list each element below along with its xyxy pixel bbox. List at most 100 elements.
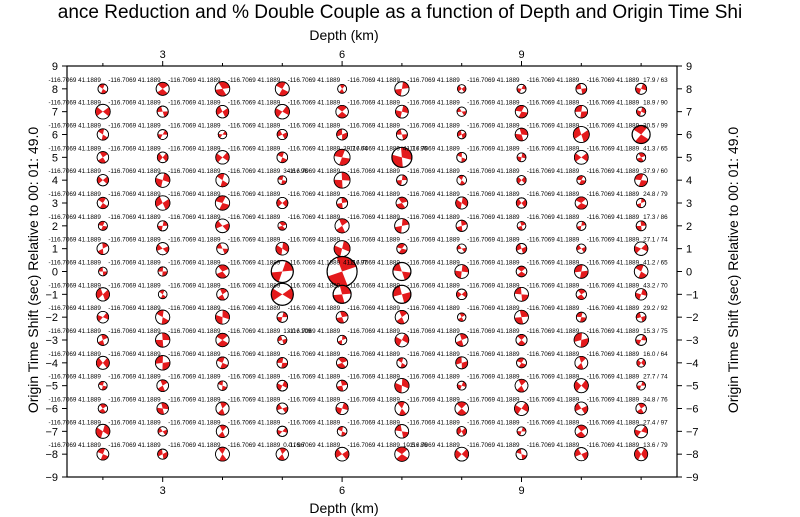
y-tick-label-left: −6 <box>45 404 58 416</box>
mechanism-location-label: -116.7069 41.1889 <box>108 374 161 381</box>
mechanism-location-label: -116.7069 41.1889 <box>108 191 161 198</box>
focal-mechanism-marker <box>394 332 410 348</box>
mechanism-location-label: -116.7069 41.1889 <box>228 351 281 358</box>
mechanism-location-label: -116.7069 41.1889 <box>407 237 460 244</box>
mechanism-location-label: -116.7069 41.1889 <box>108 419 161 426</box>
mechanism-location-label: -116.7069 41.1889 <box>48 374 101 381</box>
mechanism-location-label: -116.7069 41.1889 <box>467 191 520 198</box>
focal-mechanism-marker <box>95 355 110 370</box>
mechanism-location-label: -116.7069 41.1889 <box>467 282 520 289</box>
focal-mechanism-marker <box>156 402 169 415</box>
mechanism-location-label: -116.7069 41.1889 <box>587 374 640 381</box>
mechanism-location-label: -116.7069 41.1889 <box>168 191 221 198</box>
focal-mechanism-marker <box>574 104 589 119</box>
focal-mechanism-marker <box>636 358 646 368</box>
mechanism-location-label: -116.7069 41.1889 <box>288 168 341 175</box>
row-value-label: 13.6 / 79 <box>643 442 668 449</box>
mechanism-location-label: -116.7069 41.1889 <box>168 145 221 152</box>
focal-mechanism-marker <box>276 425 288 437</box>
focal-mechanism-marker <box>336 197 349 209</box>
focal-mechanism-marker <box>392 261 412 282</box>
focal-mechanism-marker <box>456 243 467 254</box>
focal-mechanism-marker <box>333 148 351 166</box>
mechanism-location-label: -116.7069 41.1889 <box>407 442 460 449</box>
mechanism-location-label: -116.7069 41.1889 <box>587 191 640 198</box>
focal-mechanism-marker <box>515 243 528 255</box>
mechanism-location-label: -116.7069 41.1889 <box>228 100 281 107</box>
mechanism-location-label: -116.7069 41.1889 <box>527 77 580 84</box>
focal-mechanism-marker <box>277 175 288 186</box>
mechanism-location-label: -116.7069 41.1889 <box>407 397 460 404</box>
x-tick-label-top: 9 <box>518 49 524 61</box>
mechanism-location-label: -116.7069 41.1889 <box>347 397 400 404</box>
mechanism-location-label: -116.7069 41.1889 <box>467 374 520 381</box>
focal-mechanism-marker <box>336 128 348 141</box>
y-tick-label-right: 5 <box>686 152 692 164</box>
mechanism-location-label: -116.7069 41.1889 <box>288 100 341 107</box>
mechanism-location-label: -116.7069 41.1889 <box>587 328 640 335</box>
focal-mechanism-marker <box>216 288 229 301</box>
mechanism-location-label: -116.7069 41.1889 <box>587 397 640 404</box>
focal-mechanism-marker <box>155 309 171 325</box>
mechanism-location-label: -116.7069 41.1889 <box>407 260 460 267</box>
mechanism-location-label: -116.7069 41.1889 <box>168 168 221 175</box>
mechanism-location-label: -116.7069 41.1889 <box>288 282 341 289</box>
mechanism-location-label: -116.7069 41.1889 <box>587 168 640 175</box>
focal-mechanism-marker <box>636 152 647 163</box>
mechanism-location-label: -116.7069 41.1889 <box>347 123 400 130</box>
focal-mechanism-marker <box>276 128 288 141</box>
focal-mechanism-marker <box>573 150 589 165</box>
focal-mechanism-marker <box>336 356 349 369</box>
focal-mechanism-marker <box>574 196 588 210</box>
mechanism-location-label: -116.7069 41.1889 <box>467 168 520 175</box>
focal-mechanism-marker <box>635 311 647 323</box>
focal-mechanism-marker <box>516 175 527 186</box>
mechanism-location-label: -116.7069 41.1889 <box>527 351 580 358</box>
mechanism-labels: -116.7069 41.1889 -116.7069 41.1889 -116.7… <box>48 77 668 449</box>
mechanism-location-label: -116.7069 41.1889 <box>228 305 281 312</box>
focal-mechanism-marker <box>455 196 469 210</box>
focal-mechanism-marker <box>576 243 587 254</box>
focal-mechanism-marker <box>334 218 350 234</box>
mechanism-location-label: -116.7069 41.1889 <box>108 397 161 404</box>
focal-mechanism-marker <box>635 82 648 95</box>
focal-mechanism-marker <box>156 151 169 164</box>
focal-mechanism-marker <box>454 333 469 347</box>
focal-mechanism-marker <box>394 310 410 325</box>
mechanism-location-label: -116.7069 41.1889 <box>168 397 221 404</box>
mechanism-location-label: -116.7069 41.1889 <box>168 419 221 426</box>
mechanism-location-label: -116.7069 41.1889 <box>228 168 281 175</box>
focal-mechanism-marker <box>636 106 647 117</box>
mechanism-location-label: -116.7069 41.1889 <box>48 282 101 289</box>
y-tick-label-left: 0 <box>52 267 58 279</box>
mechanism-location-label: -116.7069 41.1889 <box>527 191 580 198</box>
mechanism-value-label: 0.0 / 96 <box>283 442 305 449</box>
y-tick-label-right: −1 <box>686 289 699 301</box>
mechanism-location-label: -116.7069 41.1889 <box>288 351 341 358</box>
mechanism-location-label: -116.7069 41.1889 <box>347 100 400 107</box>
mechanism-location-label: -116.7069 41.1889 <box>467 77 520 84</box>
mechanism-location-label: -116.7069 41.1889 <box>48 100 101 107</box>
mechanism-location-label: -116.7069 41.1889 <box>467 351 520 358</box>
focal-mechanism-marker <box>157 448 169 460</box>
x-tick-label-bottom: 9 <box>518 485 524 497</box>
mechanism-location-label: -116.7069 41.1889 <box>407 168 460 175</box>
mechanism-location-label: -116.7069 41.1889 <box>288 374 341 381</box>
y-tick-label-left: −2 <box>45 312 58 324</box>
focal-mechanism-marker <box>157 129 169 140</box>
focal-mechanism-marker <box>214 81 231 97</box>
focal-mechanism-marker <box>635 334 647 346</box>
mechanism-markers <box>95 81 651 462</box>
mechanism-location-label: -116.7069 41.1889 <box>288 419 341 426</box>
mechanism-location-label: -116.7069 41.1889 <box>228 77 281 84</box>
mechanism-location-label: -116.7069 41.1889 <box>48 145 101 152</box>
focal-mechanism-marker <box>156 242 170 256</box>
mechanism-location-label: -116.7069 41.1889 <box>467 123 520 130</box>
axis-ticks: −9 −9 −8 −8 −7 −7 −6 −6 −5 −5 −4 −4 −3 −3 −2 −2 −1 −1 0 0 1 1… <box>45 49 698 497</box>
focal-mechanism-marker <box>215 332 230 348</box>
row-value-label: 37.9 / 60 <box>643 168 668 175</box>
mechanism-location-label: -116.7069 41.1889 <box>228 191 281 198</box>
mechanism-location-label: -116.7069 41.1889 <box>587 260 640 267</box>
focal-mechanism-marker <box>157 220 169 232</box>
mechanism-location-label: -116.7069 41.1889 <box>288 77 341 84</box>
